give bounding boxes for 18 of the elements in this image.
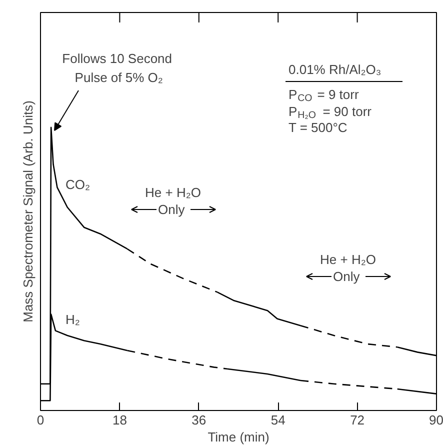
annotation: H₂ [66, 312, 80, 327]
x-tick-label: 18 [112, 412, 127, 428]
text: 0.01% Rh/Al₂O₃ [288, 62, 382, 77]
annotation: CO₂ [66, 177, 90, 192]
x-tick-label: 36 [192, 412, 206, 428]
annotation: Only [158, 202, 186, 217]
annotation: Only [333, 269, 360, 284]
y-axis-title: Mass Spectrometer Signal (Arb. Units) [20, 100, 36, 322]
text: Follows 10 Second [62, 51, 172, 66]
text: Pulse of 5% O₂ [74, 70, 163, 85]
x-tick-label: 54 [270, 412, 286, 428]
x-tick-label: 72 [350, 412, 365, 428]
x-tick-label: 0 [36, 412, 44, 428]
annotation: He + H₂O [320, 252, 376, 267]
x-tick-label: 90 [429, 412, 443, 428]
annotation: He + H₂O [145, 185, 202, 200]
x-axis-title: Time (min) [208, 430, 270, 444]
annotation: T = 500°C [288, 120, 348, 135]
